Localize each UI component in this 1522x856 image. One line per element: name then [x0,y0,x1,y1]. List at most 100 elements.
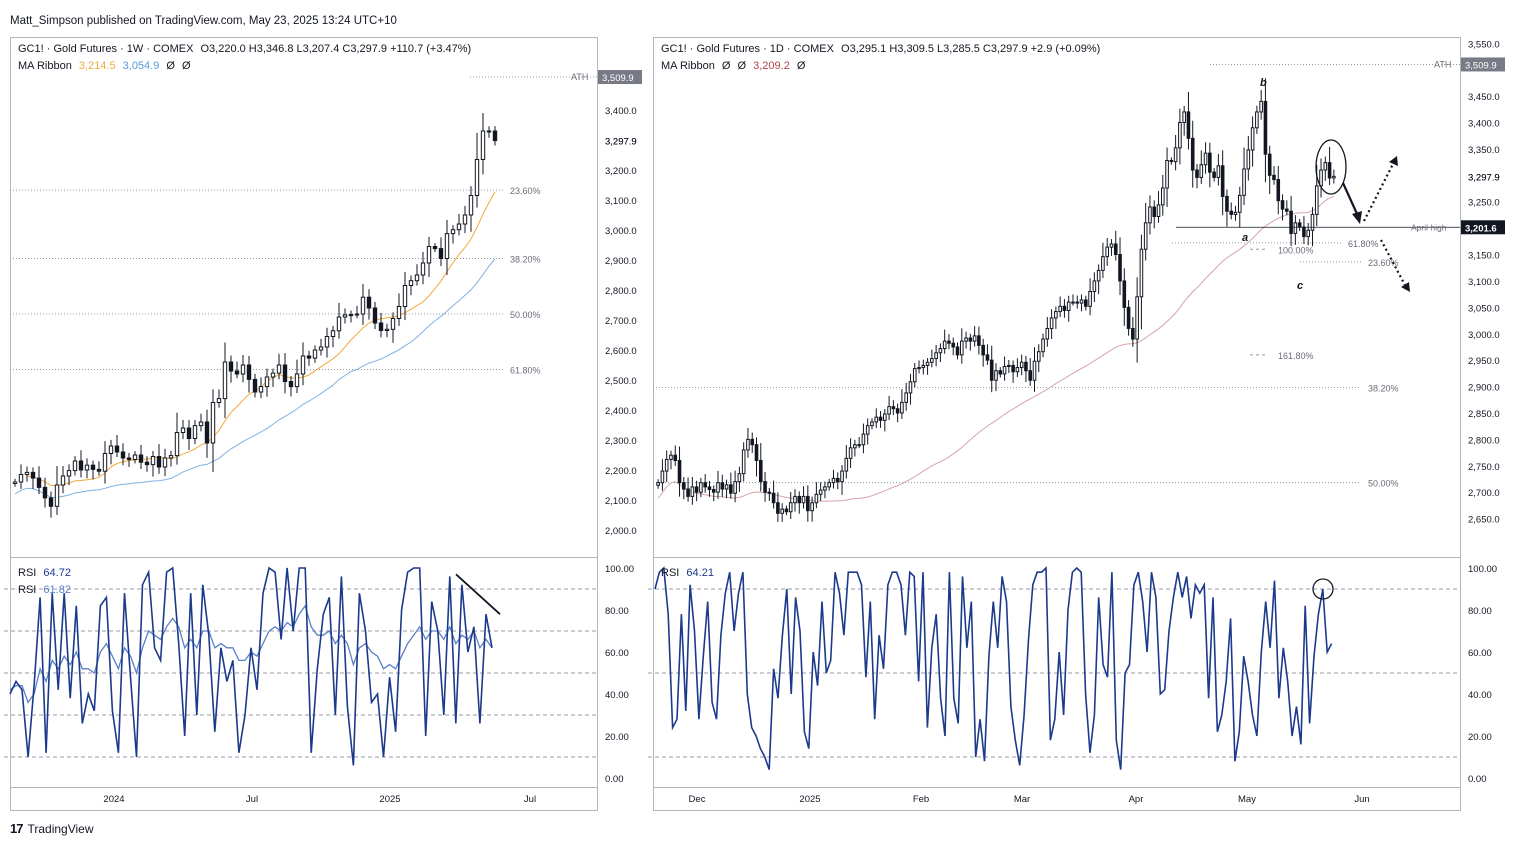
candle-down [985,354,990,361]
candle-up [788,502,793,513]
daily-ma-val-1: Ø [721,60,731,72]
candle-down [1220,165,1225,197]
candle-up [1148,206,1152,224]
candle-up [216,398,222,404]
candle-up [840,470,844,483]
rsi-tick-label: 60.00 [605,648,629,659]
candle-down [1289,210,1293,234]
candle-down [1011,364,1015,373]
candle-down [1084,299,1088,307]
candle-up [1105,246,1109,258]
candle-up [938,348,943,354]
candle-down [96,468,102,472]
candle-up [904,392,908,403]
candle-up [132,454,138,460]
candle-up [480,130,486,160]
daily-title: GC1! · Gold Futures · 1D · COMEX [661,43,834,55]
ath-price-tag [598,70,642,85]
fib-label: 23.60% [510,186,541,196]
candle-up [818,489,823,495]
time-tick-label: 2025 [379,794,400,805]
price-tick-label: 2,650.0 [1468,515,1500,526]
rsi-tick-label: 40.00 [1468,690,1492,701]
price-tick-label: 2,900.0 [1468,383,1500,394]
candle-down [686,488,690,497]
footer-brand[interactable]: 17 TradingView [10,821,94,836]
ath-label: ATH [1434,59,1451,69]
candle-down [784,508,789,513]
price-tick-label: 2,700.0 [605,316,637,327]
candle-down [878,416,883,421]
candle-down [1186,111,1191,139]
candle-up [54,484,60,507]
projection-up-line [1363,161,1395,222]
candle-down [750,438,755,446]
candle-up [660,470,665,484]
daily-rsi-val: 64.21 [686,567,714,579]
weekly-rsi-label: RSI [18,567,37,579]
time-tick-label: Apr [1129,794,1144,805]
candle-down [120,451,126,459]
candle-up [1165,160,1169,189]
candle-up [972,335,977,342]
candle-down [1190,137,1195,171]
candle-up [360,296,366,315]
price-tick-label: 2,500.0 [605,376,637,387]
price-tick-label: 2,400.0 [605,406,637,417]
price-tick-label: 3,100.0 [1468,277,1500,288]
candle-down [1169,160,1174,163]
candle-up [1160,187,1165,206]
price-tick-label: 2,000.0 [605,526,637,537]
price-tick-label: 2,700.0 [1468,488,1500,499]
candle-up [420,262,426,276]
candle-up [656,482,660,486]
candle-down [998,370,1003,375]
candle-down [754,444,759,461]
candle-down [767,491,772,494]
ma-slow-line [14,258,496,499]
candle-up [1135,296,1139,340]
candle-up [716,482,720,493]
price-tick-label: 3,200.0 [605,166,637,177]
projection-up-head-icon [1389,156,1398,166]
candle-down [1208,152,1212,173]
candle-up [1182,111,1186,123]
candle-down [1062,305,1067,312]
candle-down [288,381,294,388]
candle-up [1032,360,1037,381]
candle-up [324,336,330,348]
publisher-header: Matt_Simpson published on TradingView.co… [10,15,397,27]
candle-up [793,495,797,504]
candle-down [1285,208,1289,212]
candle-up [1332,175,1336,179]
candle-down [30,471,36,479]
candle-down [989,359,994,381]
candle-up [1293,222,1298,234]
candle-up [1173,147,1178,163]
candle-down [977,335,981,346]
candle-up [814,493,819,504]
price-tick-label: 2,300.0 [605,436,637,447]
footer-brand-label: TradingView [27,821,94,836]
price-tick-label: 2,900.0 [605,256,637,267]
ath-price-tag-text: 3,509.9 [1465,60,1497,71]
candle-up [66,470,72,477]
candle-up [930,358,934,363]
candle-up [408,280,414,287]
candle-up [669,454,673,460]
candle-down [1024,361,1028,372]
daily-ma-val-3: 3,209.2 [753,60,790,72]
candle-up [270,372,276,378]
candle-down [432,246,438,250]
candle-up [192,425,198,440]
candle-down [246,364,252,380]
candle-up [1233,211,1238,215]
time-tick-label: 2024 [103,794,124,805]
candle-down [1195,169,1199,178]
candle-down [372,307,378,324]
candle-down [729,484,733,494]
candle-down [895,408,900,414]
candle-up [1079,299,1084,304]
time-tick-label: May [1238,794,1256,805]
candle-up [844,457,849,472]
